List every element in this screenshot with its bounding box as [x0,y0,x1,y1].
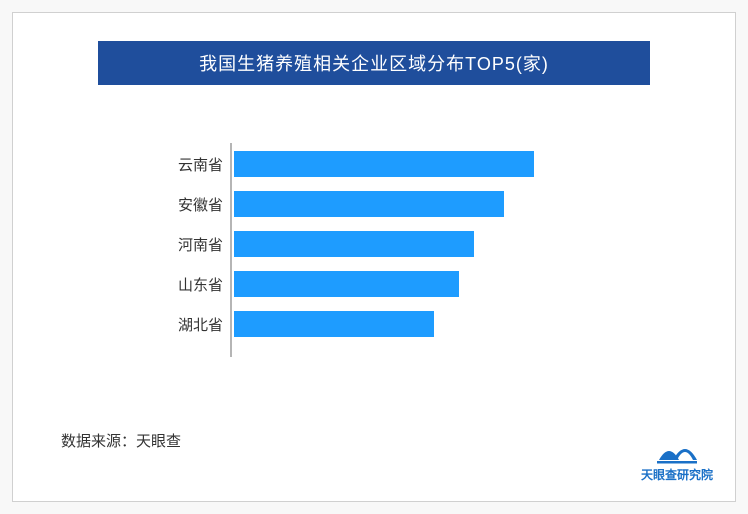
bar-category-label: 安徽省 [168,194,223,215]
bar-row: 湖北省 [168,309,434,339]
chart-container: 我国生猪养殖相关企业区域分布TOP5(家) 云南省安徽省河南省山东省湖北省 数据… [12,12,736,502]
bar-category-label: 山东省 [168,274,223,295]
bar-row: 河南省 [168,229,474,259]
bar-row: 山东省 [168,269,459,299]
bar [234,271,459,297]
bar [234,151,534,177]
bar-row: 安徽省 [168,189,504,219]
bar-row: 云南省 [168,149,534,179]
bar [234,191,504,217]
brand-logo: 天眼查研究院 [641,438,713,483]
bar-category-label: 河南省 [168,234,223,255]
bar-category-label: 云南省 [168,154,223,175]
chart-title-bar: 我国生猪养殖相关企业区域分布TOP5(家) [98,41,650,85]
chart-title: 我国生猪养殖相关企业区域分布TOP5(家) [199,50,549,76]
brand-logo-text: 天眼查研究院 [641,466,713,483]
bar [234,311,434,337]
chart-plot-area: 云南省安徽省河南省山东省湖北省 [168,143,648,363]
data-source-label: 数据来源：天眼查 [61,430,181,451]
bar [234,231,474,257]
bar-category-label: 湖北省 [168,314,223,335]
brand-logo-icon [655,438,699,464]
